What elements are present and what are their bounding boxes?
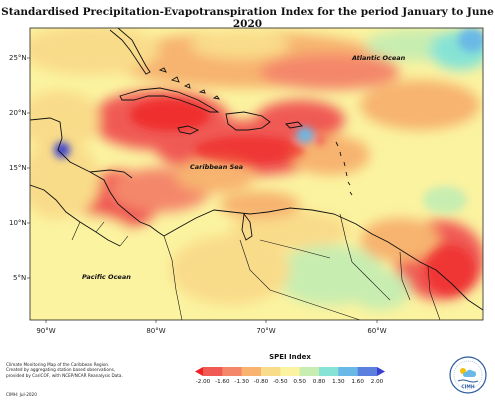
- colorbar-tick-label: -0.80: [254, 379, 269, 385]
- label-pacific-ocean: Pacific Ocean: [82, 273, 131, 281]
- colorbar-tick-label: -2.00: [196, 379, 211, 385]
- lon-label-90w: 90°W: [36, 327, 55, 335]
- colorbar-segment: [338, 367, 358, 376]
- colorbar-segment: [261, 367, 281, 376]
- lat-label-25n: 25°N: [9, 54, 27, 62]
- colorbar-tick-label: -0.50: [273, 379, 288, 385]
- credits-line-2: Created by aggregating station based obs…: [6, 367, 116, 373]
- logo-text: CIMH: [461, 384, 474, 390]
- lat-label-20n: 20°N: [9, 109, 27, 117]
- lat-label-5n: 5°N: [13, 274, 26, 282]
- colorbar-segment: [280, 367, 300, 376]
- lon-label-80w: 80°W: [146, 327, 165, 335]
- colorbar-segment: [241, 367, 262, 376]
- longitude-axis: 90°W 80°W 70°W 60°W: [36, 320, 387, 335]
- latitude-axis: 25°N 20°N 15°N 10°N 5°N: [9, 54, 30, 282]
- spei-field: [30, 28, 483, 320]
- colorbar-segment: [299, 367, 320, 376]
- label-atlantic-ocean: Atlantic Ocean: [351, 54, 406, 62]
- lat-label-10n: 10°N: [9, 219, 27, 227]
- spei-colorbar: [195, 367, 385, 376]
- spei-colorbar-ticks: -2.00 -1.60 -1.30 -0.80 -0.50 0.50 0.80 1.30 1.6…: [196, 379, 384, 385]
- colorbar-segment: [319, 367, 339, 376]
- legend-title: SPEI Index: [269, 353, 311, 361]
- label-caribbean-sea: Caribbean Sea: [190, 163, 243, 171]
- colorbar-tick-label: 0.50: [293, 379, 306, 385]
- coastlines: [30, 28, 483, 320]
- lon-label-70w: 70°W: [256, 327, 275, 335]
- colorbar-segment: [357, 367, 378, 376]
- colorbar-segment: [203, 367, 223, 376]
- colorbar-tick-label: 0.80: [313, 379, 326, 385]
- lat-label-15n: 15°N: [9, 164, 27, 172]
- colorbar-segment: [222, 367, 242, 376]
- colorbar-arrow-low: [195, 367, 203, 376]
- colorbar-arrow-high: [377, 367, 385, 376]
- lon-label-60w: 60°W: [367, 327, 386, 335]
- colorbar-tick-label: 2.00: [371, 379, 384, 385]
- colorbar-tick-label: -1.60: [215, 379, 230, 385]
- credits-line-1: Climate Monitoring Map of the Caribbean …: [6, 362, 110, 367]
- map-frame: [29, 27, 484, 321]
- map-credits: Climate Monitoring Map of the Caribbean …: [6, 362, 166, 378]
- colorbar-tick-label: -1.30: [234, 379, 249, 385]
- credits-date: CIMH: Jul-2020: [6, 392, 37, 397]
- credits-line-3: provided by CariCOF, with NCEP/NCAR Rean…: [6, 372, 123, 378]
- colorbar-tick-label: 1.30: [332, 379, 345, 385]
- cimh-logo: CIMH: [448, 355, 488, 399]
- colorbar-tick-label: 1.60: [351, 379, 364, 385]
- map-title: Standardised Precipitation-Evapotranspir…: [1, 6, 494, 30]
